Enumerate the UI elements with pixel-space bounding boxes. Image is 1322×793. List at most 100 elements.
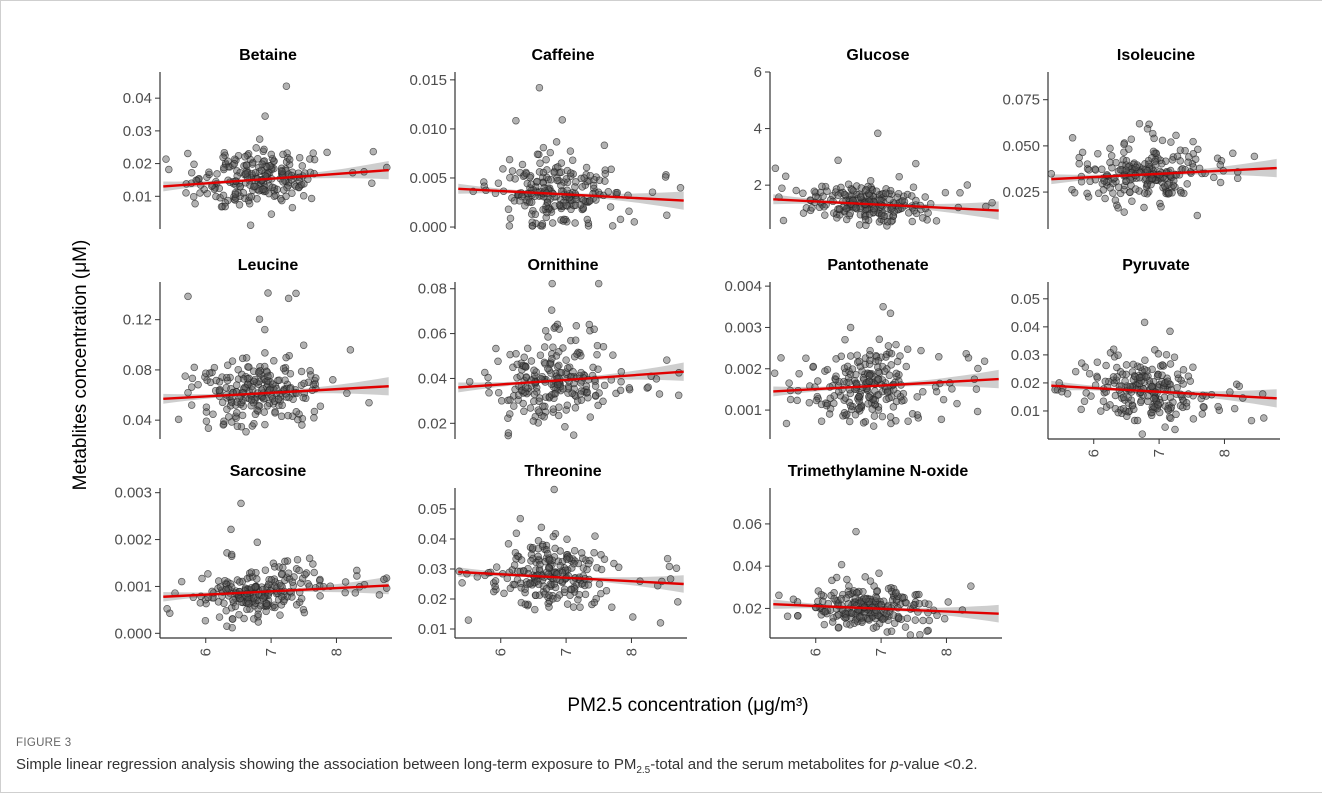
data-point: [590, 548, 598, 557]
y-tick-label: 0.04: [1011, 319, 1040, 336]
data-point: [1140, 189, 1149, 197]
figure-label: FIGURE 3: [16, 737, 72, 749]
data-point: [617, 377, 625, 386]
data-point: [562, 175, 571, 183]
data-point: [546, 556, 554, 564]
data-point: [908, 217, 917, 226]
data-point: [551, 544, 559, 553]
data-point: [1148, 174, 1156, 183]
data-point: [1191, 155, 1200, 163]
data-point: [1129, 360, 1138, 369]
data-point: [506, 396, 514, 404]
data-point: [517, 598, 526, 607]
data-point: [1127, 396, 1136, 404]
data-point: [818, 182, 826, 191]
data-point: [617, 368, 626, 376]
data-point: [777, 354, 785, 362]
data-point: [771, 164, 780, 173]
data-point: [903, 345, 912, 353]
data-point: [204, 424, 213, 432]
x-tick-label: 8: [938, 648, 955, 656]
data-point: [227, 398, 236, 407]
y-tick-label: 0.000: [409, 219, 447, 236]
data-point: [541, 326, 550, 335]
data-point: [923, 627, 931, 635]
data-point: [531, 210, 540, 219]
data-point: [884, 342, 893, 350]
data-point: [583, 215, 592, 224]
data-point: [1078, 148, 1087, 157]
data-point: [246, 181, 254, 189]
data-point: [953, 399, 961, 408]
data-point: [260, 408, 269, 416]
data-point: [917, 346, 925, 355]
data-point: [901, 623, 910, 631]
data-point: [353, 572, 361, 580]
data-point: [549, 405, 558, 413]
y-tick-label: 6: [754, 64, 762, 81]
data-point: [527, 550, 536, 559]
data-point: [191, 199, 199, 208]
data-point: [832, 372, 840, 380]
data-point: [245, 363, 253, 371]
data-point: [236, 578, 244, 586]
data-point: [297, 594, 306, 603]
data-point: [549, 408, 558, 416]
data-point: [789, 595, 798, 604]
y-tick-label: 0.08: [418, 281, 447, 298]
data-point: [299, 341, 308, 349]
data-point: [830, 392, 838, 400]
data-point: [1068, 134, 1077, 142]
data-point: [560, 215, 568, 224]
data-point: [606, 203, 615, 211]
data-point: [848, 609, 856, 617]
data-point: [246, 221, 255, 229]
y-tick-label: 0.004: [724, 278, 762, 295]
data-point: [184, 388, 192, 397]
data-point: [870, 412, 879, 420]
panel-title: Pyruvate: [1122, 257, 1190, 274]
data-point: [823, 187, 831, 195]
data-point: [279, 150, 287, 159]
data-point: [1133, 416, 1142, 425]
regression-line: [458, 370, 684, 389]
data-point: [505, 222, 514, 230]
data-point: [288, 578, 297, 586]
data-point: [251, 410, 260, 419]
data-point: [512, 350, 520, 358]
y-tick-label: 4: [754, 121, 762, 138]
data-point: [288, 189, 296, 197]
data-point: [886, 309, 895, 318]
data-point: [595, 176, 604, 184]
data-point: [299, 393, 307, 402]
data-point: [309, 560, 317, 568]
y-tick-label: 0.01: [1011, 403, 1040, 420]
data-point: [292, 289, 300, 298]
data-point: [261, 420, 269, 429]
data-point: [594, 188, 603, 197]
data-point: [944, 598, 952, 606]
data-point: [812, 396, 821, 405]
data-point: [921, 599, 929, 607]
data-point: [250, 182, 258, 191]
data-point: [524, 600, 532, 609]
data-point: [1145, 120, 1153, 129]
y-tick-label: 0.002: [114, 532, 152, 549]
data-point: [235, 201, 244, 209]
data-point: [268, 154, 277, 163]
data-point: [260, 145, 268, 154]
data-point: [219, 191, 228, 200]
x-axis-title: PM2.5 concentration (μg/m³): [567, 695, 808, 716]
data-point: [267, 576, 276, 584]
data-point: [540, 413, 548, 421]
data-point: [547, 176, 555, 184]
data-point: [1106, 401, 1114, 409]
data-point: [925, 616, 934, 625]
data-point: [521, 363, 530, 371]
data-point: [871, 396, 879, 404]
data-point: [237, 422, 246, 431]
data-point: [220, 165, 228, 174]
data-point: [184, 292, 192, 301]
data-point: [534, 580, 543, 589]
regression-line: [458, 570, 684, 586]
